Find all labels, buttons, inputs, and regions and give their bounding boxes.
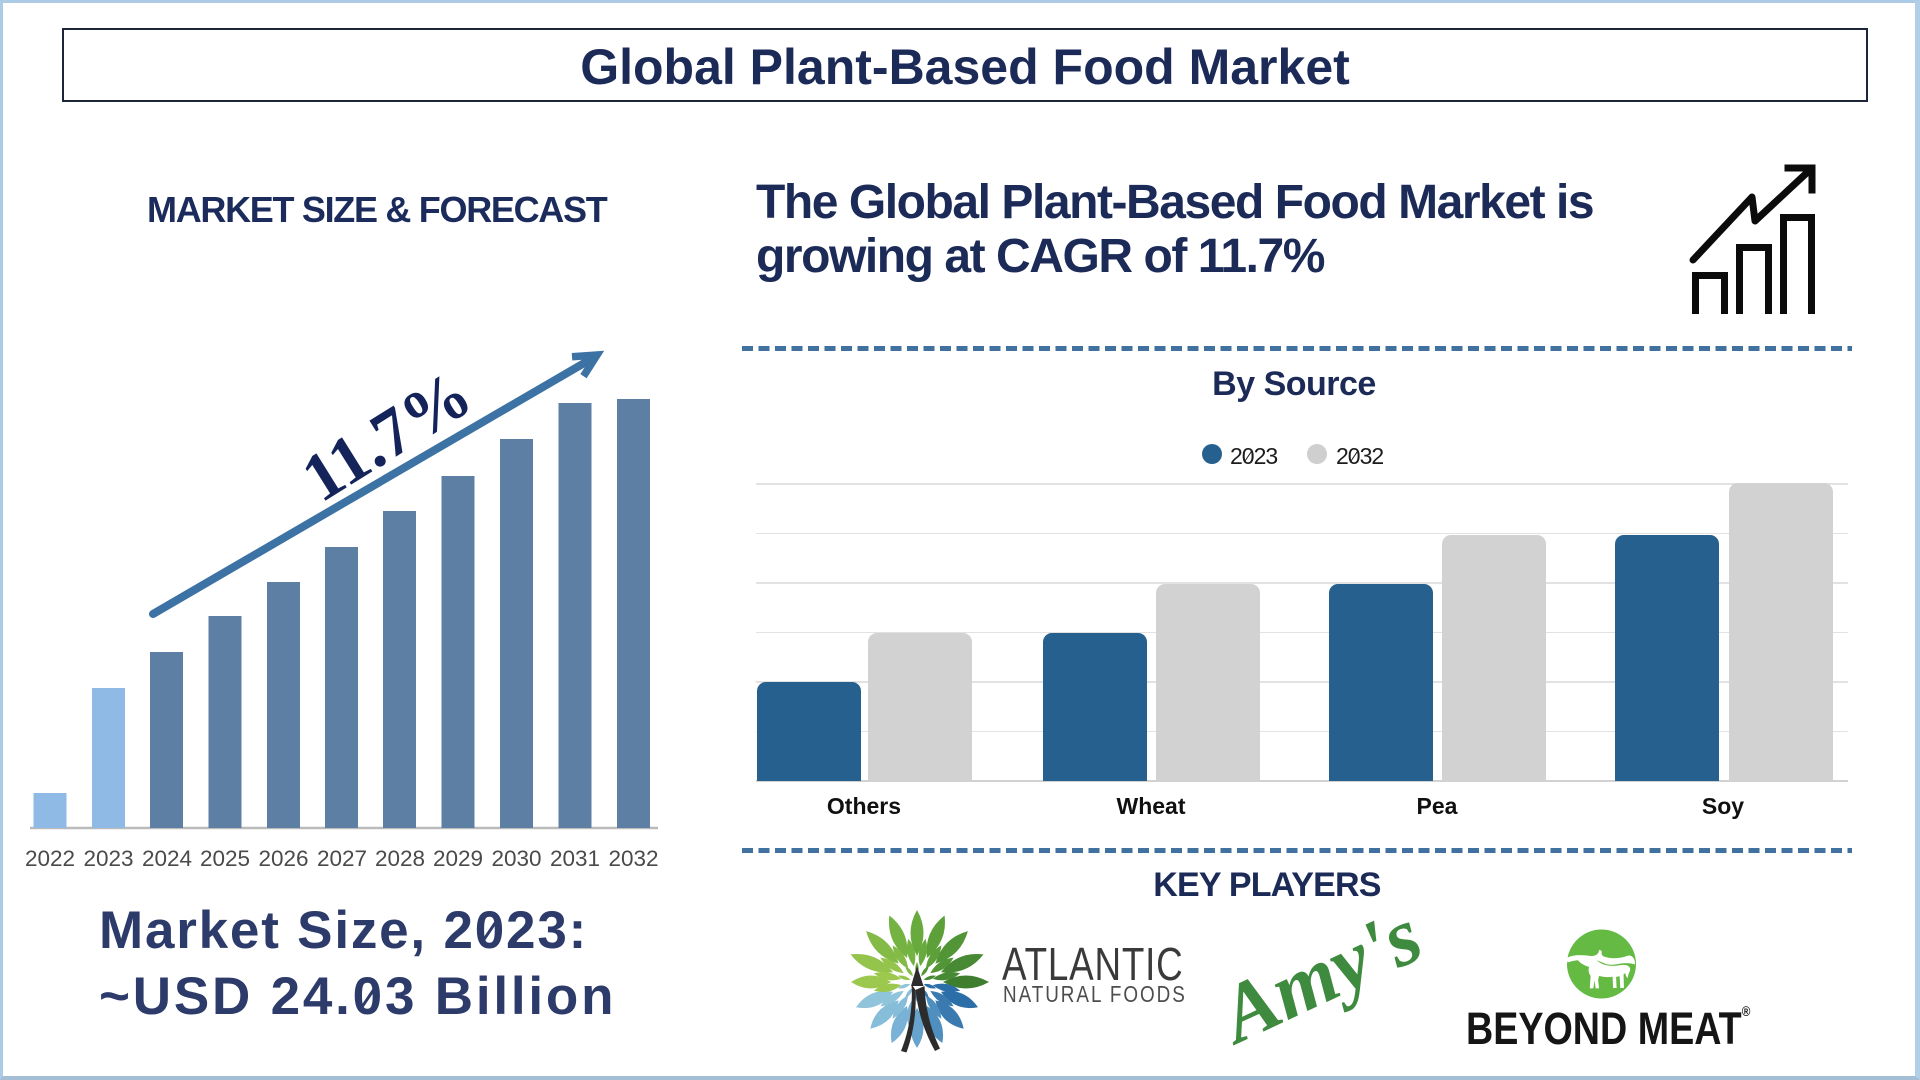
svg-text:2029: 2029	[433, 846, 483, 871]
svg-text:2028: 2028	[375, 846, 425, 871]
svg-text:2027: 2027	[317, 846, 367, 871]
svg-text:2025: 2025	[200, 846, 250, 871]
svg-text:2030: 2030	[491, 846, 541, 871]
svg-text:2032: 2032	[608, 846, 658, 871]
svg-text:2031: 2031	[550, 846, 600, 871]
svg-text:2023: 2023	[83, 846, 133, 871]
svg-text:2024: 2024	[142, 846, 192, 871]
svg-text:2026: 2026	[258, 846, 308, 871]
svg-text:2022: 2022	[25, 846, 75, 871]
